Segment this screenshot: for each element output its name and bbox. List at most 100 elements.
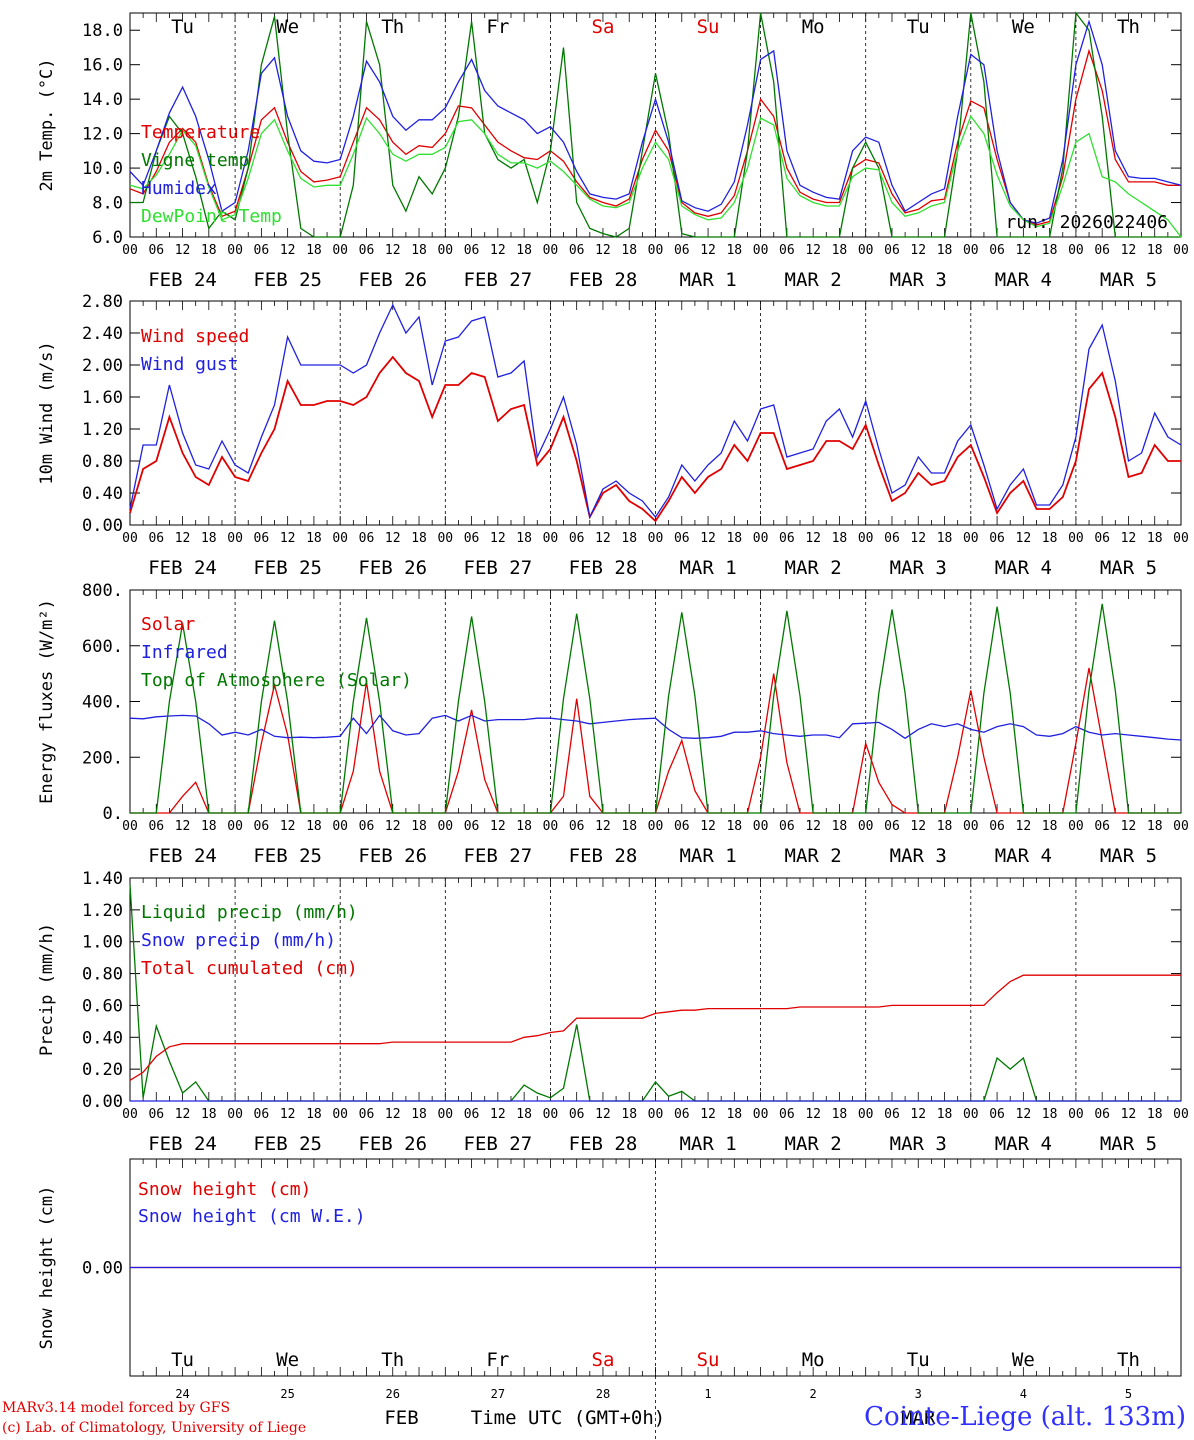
date-label: FEB 25	[253, 269, 322, 291]
date-label: MAR 5	[1100, 557, 1157, 579]
hour-tick-label: 06	[148, 243, 164, 258]
hour-tick-label: 06	[884, 531, 900, 546]
hour-tick-label: 06	[674, 1107, 690, 1122]
hour-tick-label: 18	[1042, 819, 1058, 834]
hour-tick-label: 18	[201, 243, 217, 258]
hour-tick-label: 18	[411, 243, 427, 258]
hour-tick-label: 06	[1094, 1107, 1110, 1122]
hour-tick-label: 12	[280, 531, 296, 546]
hour-tick-label: 06	[148, 1107, 164, 1122]
date-label: MAR 5	[1100, 269, 1157, 291]
weekday-label: Su	[697, 16, 720, 38]
hour-tick-label: 00	[858, 819, 874, 834]
y-tick-label: 0.40	[82, 1028, 123, 1048]
hour-tick-label: 12	[175, 531, 191, 546]
hour-tick-label: 12	[175, 819, 191, 834]
y-axis-label: Snow height (cm)	[37, 1186, 57, 1350]
hour-tick-label: 12	[1121, 819, 1137, 834]
y-tick-label: 1.20	[82, 420, 123, 440]
date-label: MAR 2	[785, 269, 842, 291]
hour-tick-label: 06	[569, 1107, 585, 1122]
weekday-label: Mo	[802, 1349, 825, 1371]
date-label: MAR 1	[679, 1133, 736, 1155]
legend-entry: Humidex	[141, 178, 217, 199]
plot-frame-0	[129, 12, 1182, 238]
hour-tick-label: 00	[543, 819, 559, 834]
series-line	[129, 303, 1182, 520]
hour-tick-label: 12	[595, 1107, 611, 1122]
hour-tick-label: 00	[1068, 819, 1084, 834]
date-label: FEB 27	[464, 557, 533, 579]
hour-tick-label: 06	[989, 819, 1005, 834]
weekday-label: Tu	[907, 1349, 930, 1371]
weekday-label: Sa	[592, 1349, 615, 1371]
hour-tick-label: 18	[621, 531, 637, 546]
date-label: FEB 24	[148, 845, 217, 867]
plot-frame-1	[129, 300, 1182, 526]
hour-tick-label: 12	[805, 819, 821, 834]
hour-tick-label: 00	[753, 819, 769, 834]
series-line	[129, 714, 1182, 741]
hour-tick-label: 00	[1173, 819, 1189, 834]
hour-tick-label: 12	[1121, 531, 1137, 546]
hour-tick-label: 00	[227, 243, 243, 258]
hour-tick-label: 18	[201, 819, 217, 834]
date-label: FEB 26	[358, 1133, 427, 1155]
hour-tick-label: 12	[910, 1107, 926, 1122]
weekday-label: Su	[697, 1349, 720, 1371]
series-line	[129, 48, 1181, 226]
hour-tick-label: 12	[490, 1107, 506, 1122]
legend-entry: Top of Atmosphere (Solar)	[141, 670, 412, 691]
y-tick-label: 18.0	[82, 21, 123, 41]
y-tick-label: 6.0	[92, 228, 123, 248]
hour-tick-label: 00	[858, 531, 874, 546]
date-label: FEB 28	[569, 557, 638, 579]
hour-tick-label: 12	[910, 531, 926, 546]
hour-tick-label: 12	[1016, 1107, 1032, 1122]
date-label: MAR 3	[890, 1133, 947, 1155]
day-number-label: 27	[491, 1387, 505, 1401]
hour-tick-label: 12	[805, 531, 821, 546]
legend-entry: Wind speed	[141, 326, 249, 347]
hour-tick-label: 18	[726, 1107, 742, 1122]
hour-tick-label: 12	[910, 243, 926, 258]
hour-tick-label: 12	[700, 531, 716, 546]
hour-tick-label: 06	[464, 243, 480, 258]
x-axis-label: Time UTC (GMT+0h)	[471, 1407, 665, 1429]
y-tick-label: 0.80	[82, 965, 123, 985]
hour-tick-label: 12	[595, 819, 611, 834]
hour-tick-label: 00	[858, 243, 874, 258]
hour-tick-label: 06	[569, 243, 585, 258]
legend-entry: Solar	[141, 614, 195, 635]
legend-entry: Temperature	[141, 122, 260, 143]
hour-tick-label: 18	[516, 819, 532, 834]
run-label: run: 2026022406	[1005, 212, 1168, 233]
y-tick-label: 200.	[82, 748, 123, 768]
hour-tick-label: 00	[122, 1107, 138, 1122]
date-label: MAR 5	[1100, 1133, 1157, 1155]
hour-tick-label: 12	[700, 1107, 716, 1122]
weekday-label: We	[1012, 1349, 1035, 1371]
legend-entry: Infrared	[141, 642, 228, 663]
hour-tick-label: 00	[1068, 531, 1084, 546]
hour-tick-label: 00	[753, 1107, 769, 1122]
hour-tick-label: 12	[1016, 819, 1032, 834]
hour-tick-label: 06	[464, 531, 480, 546]
date-label: FEB 28	[569, 1133, 638, 1155]
hour-tick-label: 06	[989, 1107, 1005, 1122]
hour-tick-label: 18	[1042, 1107, 1058, 1122]
day-number-label: 24	[175, 1387, 189, 1401]
hour-tick-label: 00	[227, 819, 243, 834]
hour-tick-label: 00	[437, 1107, 453, 1122]
y-tick-label: 1.40	[82, 869, 123, 889]
hour-tick-label: 18	[411, 1107, 427, 1122]
date-label: FEB 25	[253, 845, 322, 867]
date-label: MAR 2	[785, 845, 842, 867]
hour-tick-label: 00	[753, 531, 769, 546]
weekday-label: Tu	[171, 1349, 194, 1371]
date-label: MAR 4	[995, 269, 1052, 291]
day-number-label: 2	[810, 1387, 817, 1401]
hour-tick-label: 18	[516, 1107, 532, 1122]
y-axis-label: Energy fluxes (W/m²)	[37, 599, 57, 804]
